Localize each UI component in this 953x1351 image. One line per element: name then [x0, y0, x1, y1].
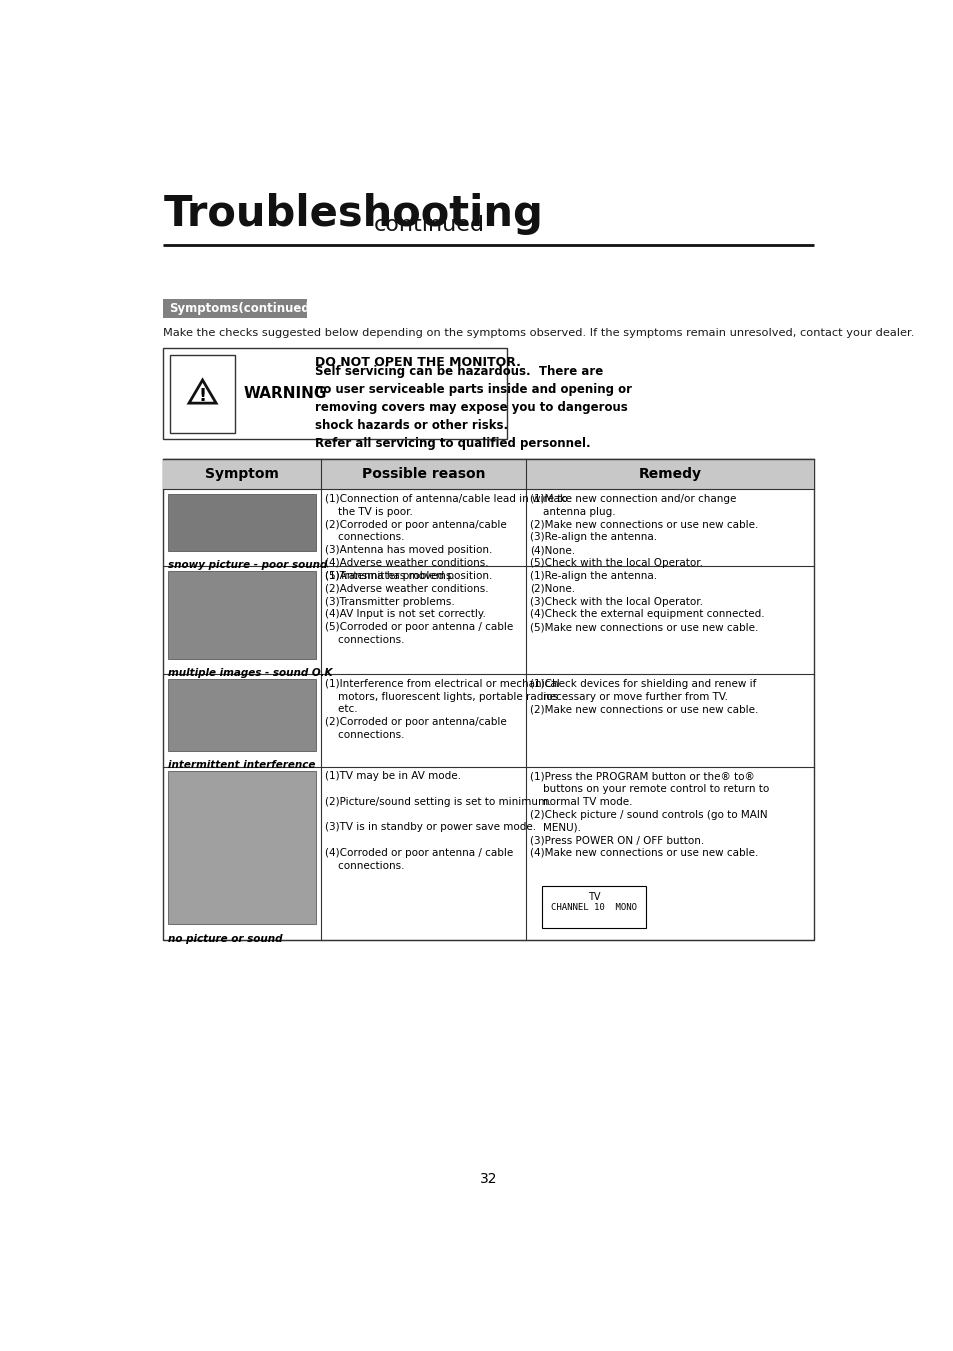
FancyBboxPatch shape	[163, 299, 307, 317]
Text: TV: TV	[587, 892, 599, 902]
Text: CHANNEL 10  MONO: CHANNEL 10 MONO	[551, 902, 637, 912]
Text: continued: continued	[374, 215, 485, 235]
Text: Make the checks suggested below depending on the symptoms observed. If the sympt: Make the checks suggested below dependin…	[163, 328, 914, 338]
Text: !: !	[198, 388, 207, 405]
FancyBboxPatch shape	[163, 458, 814, 940]
Text: snowy picture - poor sound: snowy picture - poor sound	[168, 561, 327, 570]
Text: Remedy: Remedy	[639, 467, 701, 481]
FancyBboxPatch shape	[168, 494, 315, 551]
Text: Self servicing can be hazardous.  There are
no user serviceable parts inside and: Self servicing can be hazardous. There a…	[314, 365, 631, 450]
Text: Possible reason: Possible reason	[361, 467, 485, 481]
Text: (1)Check devices for shielding and renew if
    necessary or move further from T: (1)Check devices for shielding and renew…	[530, 678, 758, 715]
Text: intermittent interference: intermittent interference	[168, 761, 315, 770]
Text: (1)TV may be in AV mode.

(2)Picture/sound setting is set to minimum.

(3)TV is : (1)TV may be in AV mode. (2)Picture/soun…	[324, 771, 551, 871]
FancyBboxPatch shape	[541, 886, 645, 928]
Text: Troubleshooting: Troubleshooting	[163, 193, 542, 235]
Text: (1)Re-align the antenna.
(2)None.
(3)Check with the local Operator.
(4)Check the: (1)Re-align the antenna. (2)None. (3)Che…	[530, 571, 763, 632]
FancyBboxPatch shape	[170, 354, 235, 434]
FancyBboxPatch shape	[168, 678, 315, 751]
Text: (1)Antenna has moved position.
(2)Adverse weather conditions.
(3)Transmitter pro: (1)Antenna has moved position. (2)Advers…	[324, 571, 513, 644]
Text: DO NOT OPEN THE MONITOR.: DO NOT OPEN THE MONITOR.	[314, 357, 520, 369]
Text: Symptom: Symptom	[205, 467, 278, 481]
Text: no picture or sound: no picture or sound	[168, 934, 282, 943]
Text: multiple images - sound O.K: multiple images - sound O.K	[168, 667, 333, 678]
FancyBboxPatch shape	[163, 349, 506, 439]
Text: (1)Connection of antenna/cable lead in wire to
    the TV is poor.
(2)Corroded o: (1)Connection of antenna/cable lead in w…	[324, 494, 567, 581]
Polygon shape	[189, 380, 216, 403]
Text: 32: 32	[479, 1171, 497, 1186]
FancyBboxPatch shape	[168, 771, 315, 924]
FancyBboxPatch shape	[168, 571, 315, 659]
FancyBboxPatch shape	[163, 458, 814, 489]
Text: (1)Press the PROGRAM button or the® to®
    buttons on your remote control to re: (1)Press the PROGRAM button or the® to® …	[530, 771, 768, 858]
Text: (1)Interference from electrical or mechanical
    motors, fluorescent lights, po: (1)Interference from electrical or mecha…	[324, 678, 558, 740]
Text: Symptoms(continued): Symptoms(continued)	[170, 301, 315, 315]
Text: (1)Make new connection and/or change
    antenna plug.
(2)Make new connections o: (1)Make new connection and/or change ant…	[530, 494, 758, 567]
Text: WARNING: WARNING	[243, 386, 326, 401]
